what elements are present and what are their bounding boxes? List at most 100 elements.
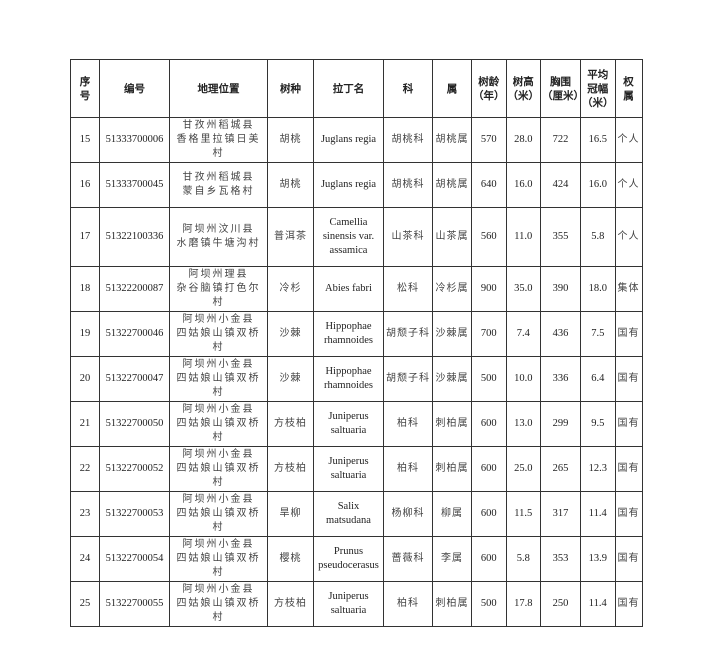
cell-code: 51333700006 [99,117,170,163]
cell-height: 11.0 [505,207,541,267]
header-code: 编号 [99,59,170,118]
cell-code: 51322700050 [99,401,170,447]
cell-age: 600 [471,536,507,582]
table-row: 16 51333700045 甘孜州稻城县 蒙自乡瓦格村 胡桃 Juglans regi… [70,162,643,208]
cell-girth: 336 [540,356,581,402]
cell-genus: 胡桃属 [432,117,472,163]
table-row: 22 51322700052 阿坝州小金县 四姑娘山镇双桥村 方枝柏 Juniperus… [70,446,643,492]
header-genus: 属 [432,59,472,118]
cell-age: 500 [471,356,507,402]
cell-girth: 317 [540,491,581,537]
cell-ownership: 国有 [614,581,643,627]
header-crown: 平均 冠幅 （米） [580,59,616,118]
cell-latin-name: Juniperus saltuaria [313,401,384,447]
cell-index: 24 [70,536,100,582]
cell-code: 51322200087 [99,266,170,312]
cell-age: 900 [471,266,507,312]
cell-code: 51322700053 [99,491,170,537]
cell-index: 25 [70,581,100,627]
cell-crown: 11.4 [580,491,616,537]
cell-girth: 355 [540,207,581,267]
cell-species: 普洱茶 [267,207,314,267]
cell-girth: 436 [540,311,581,357]
cell-genus: 刺柏属 [432,446,472,492]
cell-index: 20 [70,356,100,402]
cell-location: 阿坝州小金县 四姑娘山镇双桥村 [169,446,268,492]
cell-latin-name: Juniperus saltuaria [313,581,384,627]
cell-species: 胡桃 [267,162,314,208]
cell-ownership: 国有 [614,491,643,537]
table-row: 20 51322700047 阿坝州小金县 四姑娘山镇双桥村 沙棘 Hippophae … [70,356,643,402]
header-ownership: 权 属 [614,59,643,118]
cell-location: 阿坝州小金县 四姑娘山镇双桥村 [169,356,268,402]
cell-genus: 胡桃属 [432,162,472,208]
cell-family: 胡颓子科 [383,356,433,402]
cell-age: 570 [471,117,507,163]
header-girth: 胸围 （厘米） [540,59,584,118]
cell-genus: 沙棘属 [432,356,472,402]
cell-height: 10.0 [505,356,541,402]
cell-crown: 16.5 [580,117,616,163]
cell-latin-name: Juniperus saltuaria [313,446,384,492]
cell-girth: 250 [540,581,581,627]
cell-code: 51322100336 [99,207,170,267]
cell-species: 方枝柏 [267,581,314,627]
cell-species: 沙棘 [267,356,314,402]
cell-height: 7.4 [505,311,541,357]
header-index: 序 号 [70,59,100,118]
cell-girth: 265 [540,446,581,492]
cell-species: 方枝柏 [267,446,314,492]
cell-index: 21 [70,401,100,447]
cell-genus: 刺柏属 [432,401,472,447]
header-location: 地理位置 [169,59,268,118]
cell-index: 19 [70,311,100,357]
cell-latin-name: Juglans regia [313,162,384,208]
cell-index: 15 [70,117,100,163]
cell-location: 阿坝州小金县 四姑娘山镇双桥村 [169,536,268,582]
cell-species: 沙棘 [267,311,314,357]
cell-family: 胡颓子科 [383,311,433,357]
cell-crown: 11.4 [580,581,616,627]
cell-family: 柏科 [383,581,433,627]
table-row: 23 51322700053 阿坝州小金县 四姑娘山镇双桥村 旱柳 Salix mats… [70,491,643,537]
cell-height: 28.0 [505,117,541,163]
cell-crown: 5.8 [580,207,616,267]
cell-latin-name: Abies fabri [313,266,384,312]
cell-crown: 13.9 [580,536,616,582]
cell-family: 胡桃科 [383,117,433,163]
cell-height: 25.0 [505,446,541,492]
cell-age: 600 [471,491,507,537]
cell-latin-name: Hippophae rhamnoides [313,356,384,402]
cell-girth: 390 [540,266,581,312]
table-row: 18 51322200087 阿坝州理县 杂谷脑镇打色尔村 冷杉 Abies fabri… [70,266,643,312]
cell-latin-name: Camellia sinensis var. assamica [313,207,384,267]
cell-code: 51322700054 [99,536,170,582]
cell-ownership: 集体 [614,266,643,312]
header-height: 树高 （米） [505,59,541,118]
cell-latin-name: Hippophae rhamnoides [313,311,384,357]
header-species: 树种 [267,59,314,118]
cell-crown: 7.5 [580,311,616,357]
cell-height: 17.8 [505,581,541,627]
cell-species: 方枝柏 [267,401,314,447]
cell-index: 17 [70,207,100,267]
cell-ownership: 个人 [614,162,643,208]
cell-code: 51322700046 [99,311,170,357]
header-row: 序 号编号 地理位置 树种 拉丁名科属树龄 （年） 树高 （米） 胸围 （厘米） 平均 冠幅… [70,59,643,118]
cell-age: 640 [471,162,507,208]
cell-height: 11.5 [505,491,541,537]
cell-latin-name: Salix matsudana [313,491,384,537]
cell-genus: 山茶属 [432,207,472,267]
cell-ownership: 国有 [614,536,643,582]
ancient-tree-table: 序 号编号 地理位置 树种 拉丁名科属树龄 （年） 树高 （米） 胸围 （厘米） 平均 冠幅… [70,59,643,627]
cell-location: 阿坝州小金县 四姑娘山镇双桥村 [169,401,268,447]
cell-species: 胡桃 [267,117,314,163]
table-row: 17 51322100336 阿坝州汶川县 水磨镇牛塘沟村 普洱茶 Camellia s… [70,207,643,267]
cell-genus: 沙棘属 [432,311,472,357]
table-row: 25 51322700055 阿坝州小金县 四姑娘山镇双桥村 方枝柏 Juniperus… [70,581,643,627]
cell-genus: 刺柏属 [432,581,472,627]
cell-ownership: 国有 [614,356,643,402]
cell-height: 13.0 [505,401,541,447]
cell-code: 51322700047 [99,356,170,402]
cell-index: 22 [70,446,100,492]
